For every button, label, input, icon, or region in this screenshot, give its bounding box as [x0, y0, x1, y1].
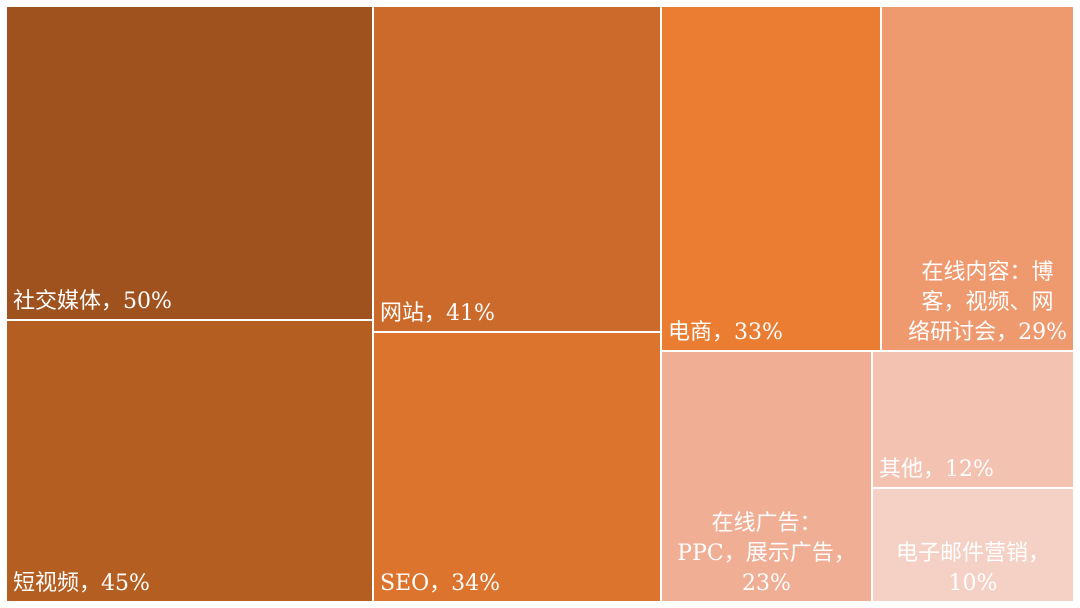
- treemap-cell-ads: 在线广告： PPC，展示广告， 23%: [661, 351, 872, 602]
- treemap-cell-shortvideo: 短视频，45%: [6, 320, 373, 602]
- treemap-cell-ecommerce: 电商，33%: [661, 6, 881, 351]
- treemap-label-email: 电子邮件营销， 10%: [895, 541, 1050, 596]
- treemap-label-shortvideo: 短视频，45%: [13, 571, 150, 596]
- treemap-cell-other: 其他，12%: [872, 351, 1074, 488]
- treemap-cell-content: 在线内容：博 客，视频、网 络研讨会，29%: [881, 6, 1074, 351]
- treemap-cell-social: 社交媒体，50%: [6, 6, 373, 320]
- treemap-label-content: 在线内容：博 客，视频、网 络研讨会，29%: [908, 260, 1067, 345]
- treemap-cell-email: 电子邮件营销， 10%: [872, 488, 1074, 602]
- treemap-label-social: 社交媒体，50%: [13, 289, 172, 314]
- treemap-cell-website: 网站，41%: [373, 6, 661, 332]
- treemap-label-seo: SEO，34%: [380, 571, 501, 596]
- treemap-label-ads: 在线广告： PPC，展示广告， 23%: [677, 511, 856, 596]
- treemap-cell-seo: SEO，34%: [373, 332, 661, 602]
- treemap-label-other: 其他，12%: [879, 457, 994, 482]
- treemap-label-website: 网站，41%: [380, 301, 495, 326]
- treemap-label-ecommerce: 电商，33%: [668, 320, 783, 345]
